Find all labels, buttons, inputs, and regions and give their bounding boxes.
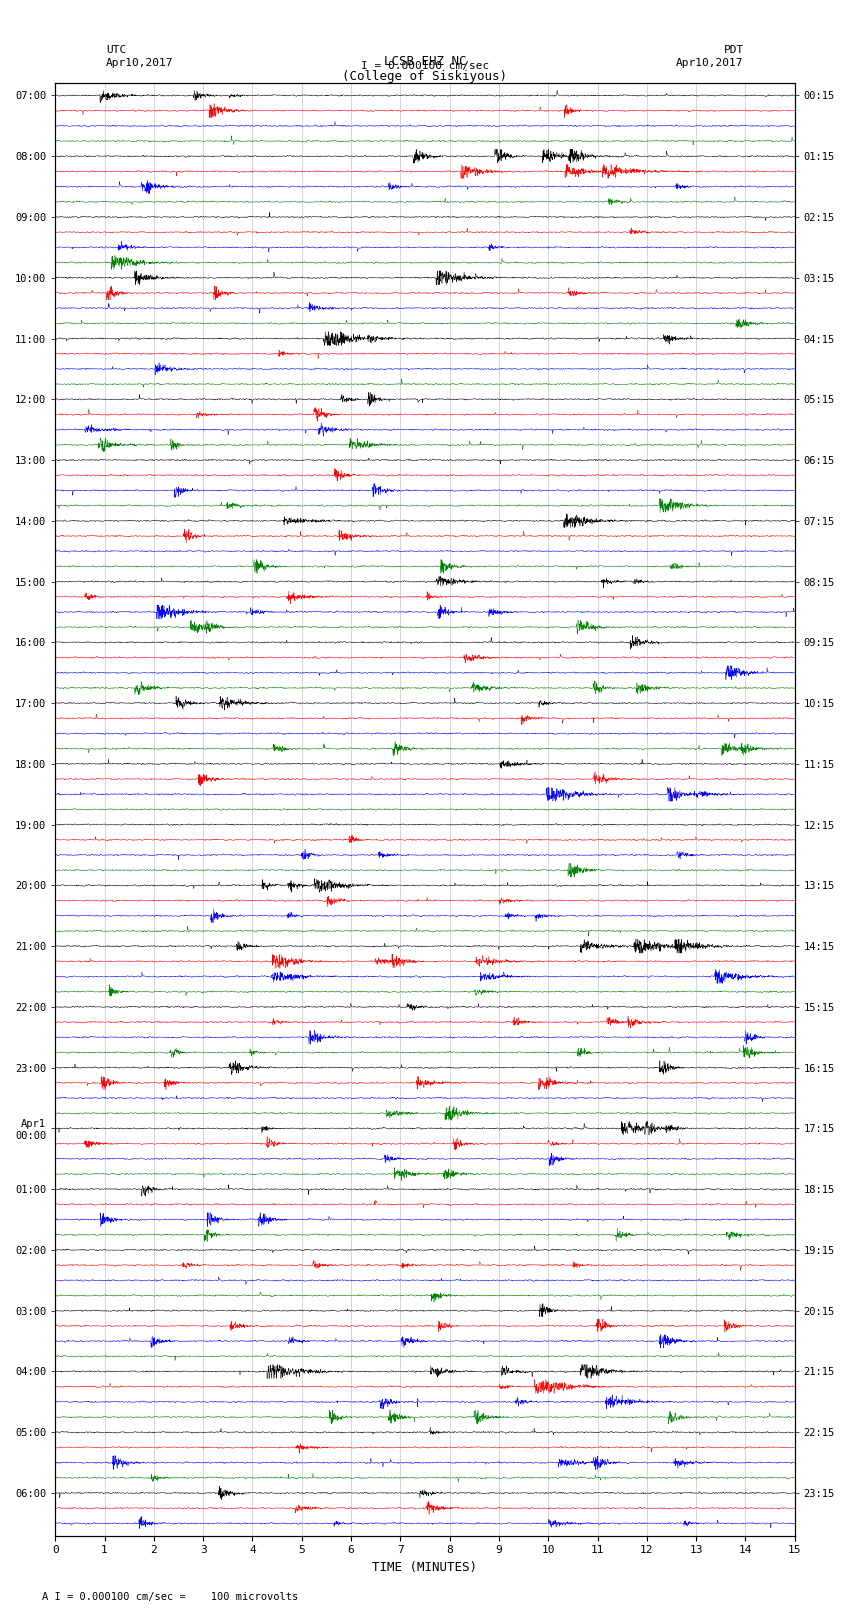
Text: I = 0.000100 cm/sec: I = 0.000100 cm/sec [361,61,489,71]
Text: A I = 0.000100 cm/sec =    100 microvolts: A I = 0.000100 cm/sec = 100 microvolts [42,1592,298,1602]
Text: PDT: PDT [723,45,744,55]
X-axis label: TIME (MINUTES): TIME (MINUTES) [372,1561,478,1574]
Title: LCSB EHZ NC
(College of Siskiyous): LCSB EHZ NC (College of Siskiyous) [343,55,507,84]
Text: UTC: UTC [106,45,127,55]
Text: Apr10,2017: Apr10,2017 [106,58,173,68]
Text: Apr10,2017: Apr10,2017 [677,58,744,68]
